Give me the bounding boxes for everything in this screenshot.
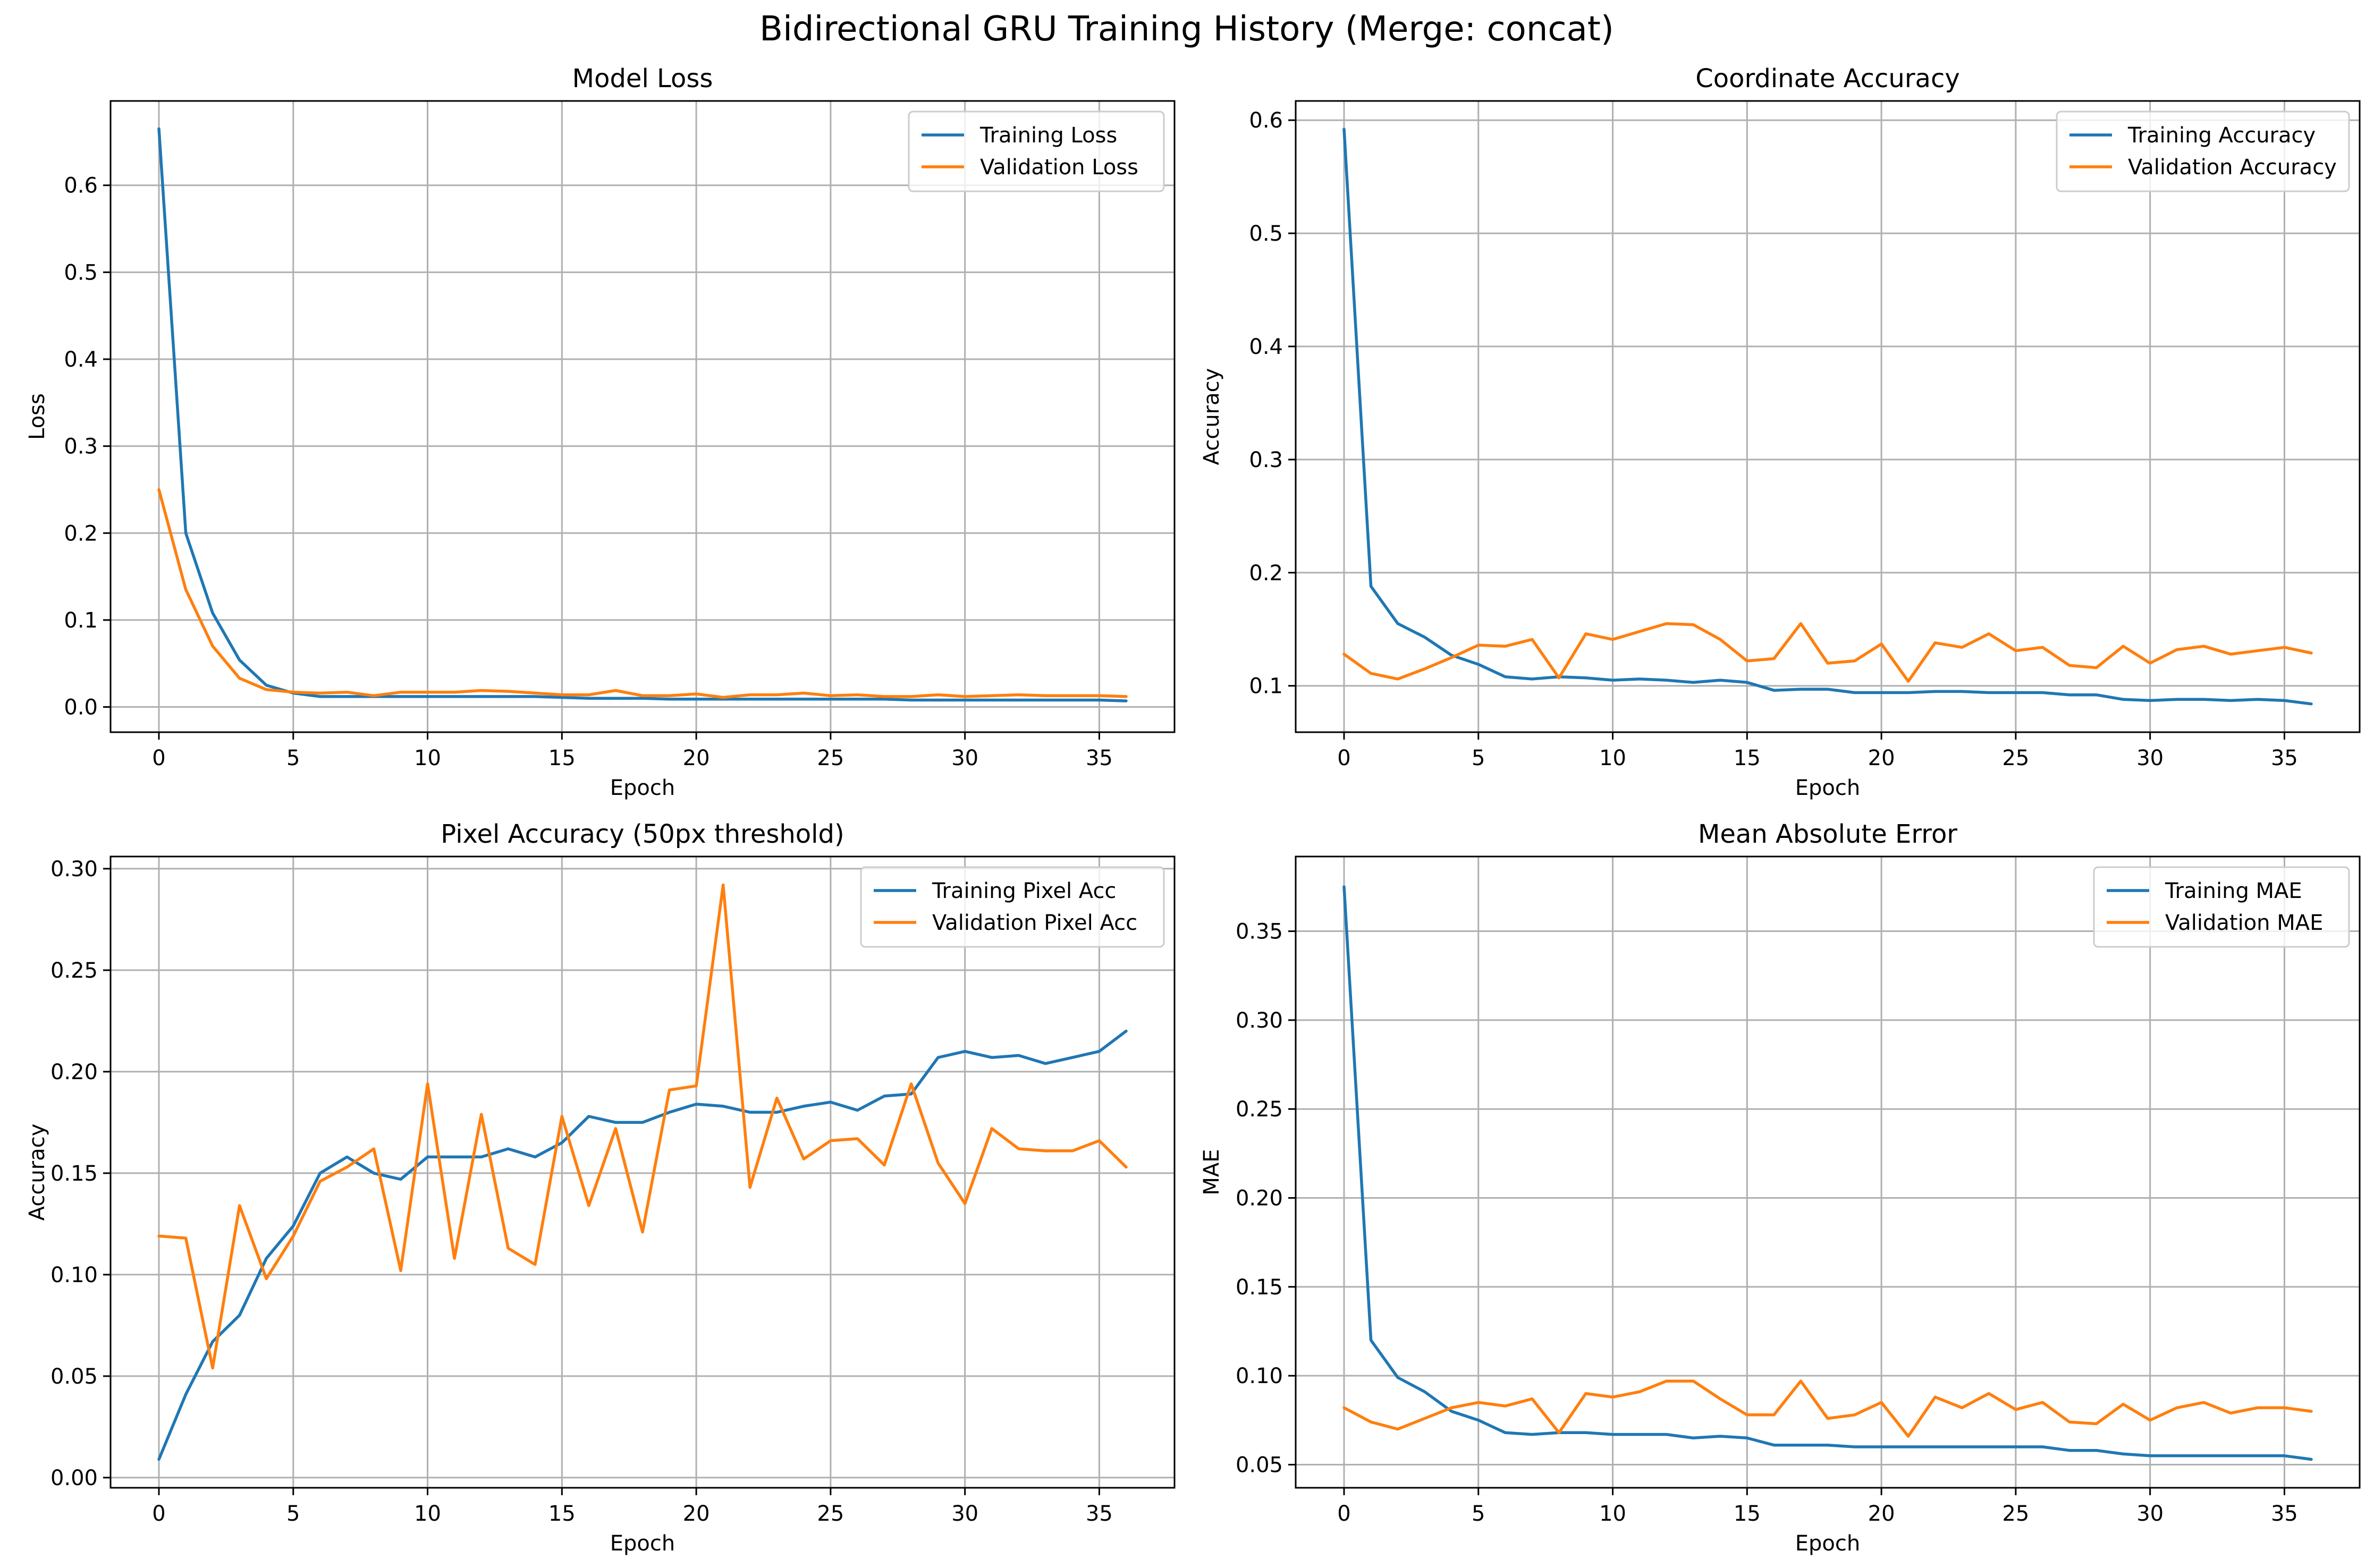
figure-title: Bidirectional GRU Training History (Merg… — [759, 10, 1614, 49]
y-tick-label: 0.4 — [64, 347, 98, 372]
y-tick-label: 0.05 — [50, 1364, 98, 1389]
x-axis-label: Epoch — [610, 776, 675, 800]
y-tick-label: 0.10 — [1236, 1364, 1283, 1388]
y-tick-label: 0.6 — [1249, 108, 1283, 133]
x-tick-label: 5 — [1472, 1502, 1485, 1526]
y-tick-label: 0.25 — [50, 959, 98, 983]
legend-label: Training MAE — [2165, 879, 2302, 903]
y-axis-label: Loss — [25, 393, 49, 440]
x-tick-label: 0 — [1337, 1502, 1350, 1526]
x-tick-label: 0 — [152, 746, 165, 770]
y-tick-label: 0.1 — [64, 608, 98, 633]
x-tick-label: 20 — [1868, 746, 1895, 770]
legend-label: Validation Pixel Acc — [932, 911, 1137, 935]
x-tick-label: 15 — [1734, 1502, 1761, 1526]
x-tick-label: 15 — [548, 746, 576, 770]
y-tick-label: 0.5 — [64, 260, 98, 285]
x-tick-label: 10 — [1599, 746, 1626, 770]
x-tick-label: 25 — [2002, 1502, 2029, 1526]
y-tick-label: 0.25 — [1236, 1097, 1283, 1122]
legend: Training Pixel Acc Validation Pixel Acc — [861, 867, 1164, 947]
y-tick-label: 0.3 — [1249, 448, 1283, 472]
x-tick-label: 35 — [2271, 1502, 2298, 1526]
legend-label: Training Pixel Acc — [932, 879, 1116, 903]
legend: Training MAE Validation MAE — [2094, 867, 2349, 947]
y-tick-label: 0.2 — [1249, 561, 1283, 586]
legend: Training Accuracy Validation Accuracy — [2057, 112, 2349, 191]
x-tick-label: 5 — [1472, 746, 1485, 770]
y-tick-label: 0.30 — [1236, 1008, 1283, 1033]
y-tick-label: 0.15 — [50, 1162, 98, 1186]
x-tick-label: 10 — [414, 746, 441, 770]
x-tick-label: 30 — [2136, 1502, 2164, 1526]
x-axis-label: Epoch — [1795, 1531, 1860, 1556]
y-tick-label: 0.6 — [64, 174, 98, 198]
x-tick-label: 35 — [1086, 1502, 1113, 1526]
legend-label: Validation Loss — [980, 155, 1138, 180]
x-tick-label: 25 — [817, 1502, 844, 1526]
y-axis-label: Accuracy — [1199, 368, 1224, 465]
y-tick-label: 0.05 — [1236, 1453, 1283, 1477]
x-tick-label: 5 — [286, 746, 300, 770]
x-axis-label: Epoch — [610, 1531, 675, 1556]
y-tick-label: 0.35 — [1236, 920, 1283, 944]
x-tick-label: 30 — [951, 746, 978, 770]
chart-title: Coordinate Accuracy — [1695, 64, 1960, 94]
x-tick-label: 20 — [683, 746, 710, 770]
y-tick-label: 0.1 — [1249, 674, 1283, 699]
x-tick-label: 15 — [548, 1502, 576, 1526]
y-tick-label: 0.4 — [1249, 335, 1283, 359]
y-tick-label: 0.20 — [1236, 1186, 1283, 1211]
x-tick-label: 15 — [1734, 746, 1761, 770]
y-axis-label: Accuracy — [25, 1124, 49, 1221]
legend-label: Validation MAE — [2165, 911, 2323, 935]
x-tick-label: 25 — [2002, 746, 2029, 770]
legend-label: Training Accuracy — [2127, 123, 2316, 148]
chart-title: Pixel Accuracy (50px threshold) — [441, 819, 844, 849]
y-tick-label: 0.3 — [64, 435, 98, 459]
x-tick-label: 10 — [1599, 1502, 1626, 1526]
x-axis-label: Epoch — [1795, 776, 1860, 800]
y-tick-label: 0.15 — [1236, 1275, 1283, 1300]
legend-label: Validation Accuracy — [2128, 155, 2337, 180]
x-tick-label: 35 — [2271, 746, 2298, 770]
x-tick-label: 20 — [683, 1502, 710, 1526]
y-tick-label: 0.10 — [50, 1263, 98, 1287]
legend-label: Training Loss — [979, 123, 1117, 148]
x-tick-label: 35 — [1086, 746, 1113, 770]
chart-title: Mean Absolute Error — [1698, 819, 1957, 849]
x-tick-label: 25 — [817, 746, 844, 770]
x-tick-label: 5 — [286, 1502, 300, 1526]
x-tick-label: 10 — [414, 1502, 441, 1526]
x-tick-label: 0 — [152, 1502, 165, 1526]
y-tick-label: 0.5 — [1249, 222, 1283, 246]
y-tick-label: 0.30 — [50, 857, 98, 882]
y-tick-label: 0.0 — [64, 696, 98, 720]
legend: Training Loss Validation Loss — [909, 112, 1164, 191]
y-tick-label: 0.20 — [50, 1060, 98, 1084]
x-tick-label: 0 — [1337, 746, 1350, 770]
y-tick-label: 0.2 — [64, 521, 98, 546]
y-axis-label: MAE — [1199, 1149, 1224, 1195]
x-tick-label: 20 — [1868, 1502, 1895, 1526]
chart-title: Model Loss — [572, 64, 713, 94]
x-tick-label: 30 — [951, 1502, 978, 1526]
x-tick-label: 30 — [2136, 746, 2164, 770]
y-tick-label: 0.00 — [50, 1466, 98, 1490]
